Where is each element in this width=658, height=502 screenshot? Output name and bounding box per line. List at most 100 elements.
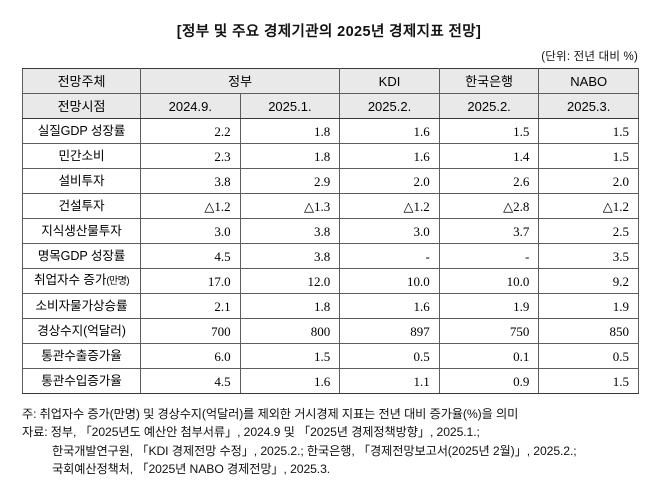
row-label-text: 명목GDP 성장률 — [37, 248, 126, 263]
table-container: 전망주체 정부 KDI 한국은행 NABO 전망시점 2024.9. 2025.… — [0, 68, 658, 394]
table-cell-value: 17.0 — [140, 268, 241, 294]
table-cell-value: 1.6 — [339, 143, 440, 169]
row-label-text: 경상수지(억달러) — [37, 323, 126, 338]
table-cell-value: 2.0 — [339, 168, 440, 194]
row-label: 소비자물가상승률 — [22, 293, 141, 319]
table-cell-value: 3.8 — [239, 218, 341, 244]
table-cell-value: 0.9 — [438, 368, 540, 394]
table-cell-value: △2.8 — [438, 193, 540, 219]
table-cell-value: 1.5 — [538, 118, 639, 144]
table-cell-value: 1.5 — [538, 368, 639, 394]
row-label-text: 지식생산물투자 — [41, 223, 122, 238]
table-cell-value: 1.6 — [239, 368, 341, 394]
header-row-institution: 전망주체 정부 KDI 한국은행 NABO — [22, 68, 639, 94]
row-label: 지식생산물투자 — [22, 218, 141, 244]
table-cell-value: △1.2 — [538, 193, 639, 219]
table-cell-value: 2.3 — [140, 143, 241, 169]
table-cell-value: 1.4 — [438, 143, 540, 169]
row-label-text: 건설투자 — [58, 198, 105, 213]
table-row: 실질GDP 성장률 2.2 1.8 1.6 1.5 1.5 — [22, 118, 639, 144]
table-cell-value: 2.1 — [140, 293, 241, 319]
table-cell-value: 12.0 — [239, 268, 341, 294]
table-cell-value: 4.5 — [140, 243, 241, 269]
table-row: 민간소비 2.3 1.8 1.6 1.4 1.5 — [22, 143, 639, 169]
table-cell-value: △1.2 — [140, 193, 241, 219]
header-date-nabo-2025-03: 2025.3. — [538, 93, 639, 119]
table-cell-value: 0.5 — [339, 343, 440, 369]
page-title: [정부 및 주요 경제기관의 2025년 경제지표 전망] — [176, 24, 482, 40]
table-body: 실질GDP 성장률 2.2 1.8 1.6 1.5 1.5 민간소비 2.3 1.8 1.6 1.4… — [22, 118, 639, 394]
table-row: 경상수지(억달러) 700 800 897 750 850 — [22, 318, 639, 344]
row-label-text: 통관수입증가율 — [41, 373, 122, 388]
table-cell-value: 3.0 — [140, 218, 241, 244]
table-cell-value: 3.8 — [239, 243, 341, 269]
table-cell-value: 4.5 — [140, 368, 241, 394]
footnote-line: 국회예산정책처, 「2025년 NABO 경제전망」, 2025.3. — [52, 461, 331, 476]
header-date-kdi-2025-02: 2025.2. — [339, 93, 440, 119]
row-label-unit: (만명) — [106, 276, 129, 287]
header-group-bok: 한국은행 — [438, 68, 540, 94]
table-row: 명목GDP 성장률 4.5 3.8- -3.5 — [22, 243, 639, 269]
table-cell-value: 10.0 — [339, 268, 440, 294]
header-label-institution: 전망주체 — [22, 68, 141, 94]
forecast-table: 전망주체 정부 KDI 한국은행 NABO 전망시점 2024.9. 2025.… — [22, 68, 639, 394]
table-row: 지식생산물투자 3.0 3.8 3.0 3.7 2.5 — [22, 218, 639, 244]
footnote-line: 자료: 정부, 「2025년도 예산안 첨부서류」, 2024.9 및 「202… — [22, 425, 480, 440]
table-cell-value: 1.9 — [538, 293, 639, 319]
unit-note-row: (단위: 전년 대비 %) — [0, 43, 658, 68]
table-cell-value: 1.9 — [438, 293, 540, 319]
table-cell-value: 850 — [538, 318, 639, 344]
header-group-kdi: KDI — [339, 68, 440, 94]
header-group-nabo: NABO — [538, 68, 639, 94]
table-cell-value: 6.0 — [140, 343, 241, 369]
table-cell-value: 3.7 — [438, 218, 540, 244]
table-cell-value: 1.5 — [239, 343, 341, 369]
header-date-gov-2025-01: 2025.1. — [239, 93, 341, 119]
table-cell-value: 3.0 — [339, 218, 440, 244]
row-label: 경상수지(억달러) — [22, 318, 141, 344]
table-cell-value: 0.5 — [538, 343, 639, 369]
table-cell-value: △1.2 — [339, 193, 440, 219]
table-row: 건설투자 △1.2 △1.3 △1.2 △2.8 △1.2 — [22, 193, 639, 219]
table-cell-value: 1.6 — [339, 293, 440, 319]
row-label: 통관수입증가율 — [22, 368, 141, 394]
header-date-gov-2024-09: 2024.9. — [140, 93, 241, 119]
row-label: 취업자수 증가(만명) — [22, 268, 141, 294]
table-cell-value: 1.8 — [239, 293, 341, 319]
row-label: 명목GDP 성장률 — [22, 243, 141, 269]
footnotes: 주: 취업자수 증가(만명) 및 경상수지(억달러)를 제외한 거시경제 지표는… — [0, 394, 658, 478]
table-cell-value: 2.6 — [438, 168, 540, 194]
table-cell-value: 2.0 — [538, 168, 639, 194]
table-head: 전망주체 정부 KDI 한국은행 NABO 전망시점 2024.9. 2025.… — [22, 68, 639, 119]
table-cell-value: 0.1 — [438, 343, 540, 369]
table-row: 설비투자 3.8 2.9 2.0 2.6 2.0 — [22, 168, 639, 194]
table-cell-value: 1.5 — [538, 143, 639, 169]
table-cell-value: 1.6 — [339, 118, 440, 144]
row-label: 건설투자 — [22, 193, 141, 219]
footnote-line: 주: 취업자수 증가(만명) 및 경상수지(억달러)를 제외한 거시경제 지표는… — [22, 407, 519, 421]
table-row: 소비자물가상승률 2.1 1.8 1.6 1.9 1.9 — [22, 293, 639, 319]
table-cell-value: 3.5 — [538, 243, 639, 269]
table-cell-value: 2.5 — [538, 218, 639, 244]
row-label-text: 설비투자 — [58, 173, 105, 188]
row-label-text: 통관수출증가율 — [41, 348, 122, 363]
table-row: 통관수출증가율 6.0 1.5 0.5 0.1 0.5 — [22, 343, 639, 369]
table-cell-value: - — [438, 243, 540, 269]
header-label-date: 전망시점 — [22, 93, 141, 119]
table-cell-value: 1.8 — [239, 118, 341, 144]
table-cell-value: 9.2 — [538, 268, 639, 294]
table-row: 취업자수 증가(만명) 17.0 12.0 10.0 10.0 9.2 — [22, 268, 639, 294]
table-cell-value: 800 — [239, 318, 341, 344]
row-label-text: 취업자수 증가 — [34, 273, 107, 287]
row-label: 민간소비 — [22, 143, 141, 169]
row-label: 실질GDP 성장률 — [22, 118, 141, 144]
row-label-text: 민간소비 — [58, 148, 105, 163]
table-cell-value: 1.8 — [239, 143, 341, 169]
row-label: 통관수출증가율 — [22, 343, 141, 369]
table-cell-value: 750 — [438, 318, 540, 344]
footnote-line: 한국개발연구원, 「KDI 경제전망 수정」, 2025.2.; 한국은행, 「… — [52, 443, 577, 458]
row-label-text: 소비자물가상승률 — [35, 298, 128, 313]
row-label-text: 실질GDP 성장률 — [37, 123, 126, 138]
header-date-bok-2025-02: 2025.2. — [438, 93, 540, 119]
